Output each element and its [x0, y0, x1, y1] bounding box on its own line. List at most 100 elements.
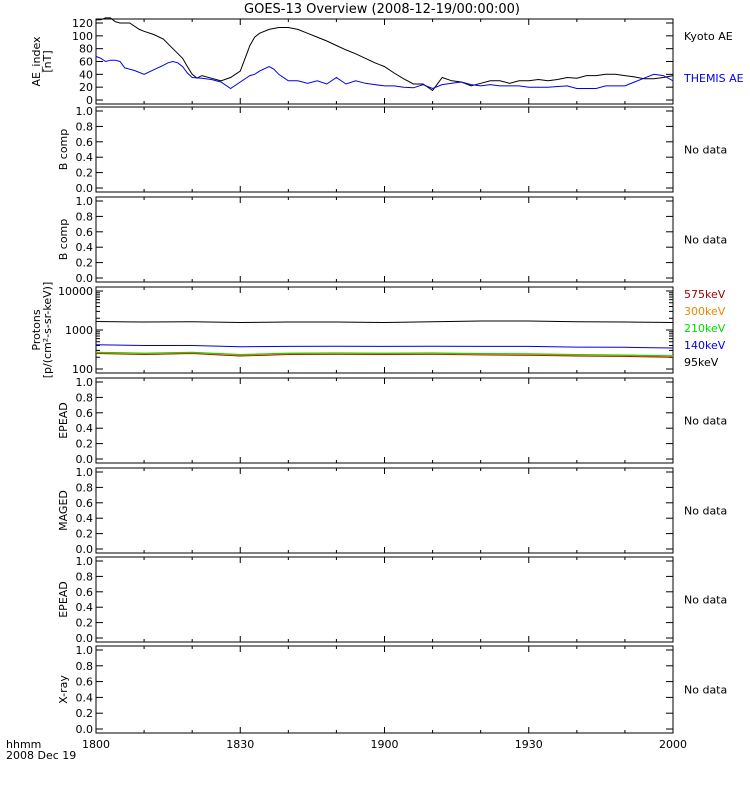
panel-frame: [95, 467, 674, 554]
x-axis: 1800 1830 1900 1930 2000: [82, 738, 687, 751]
y-tick-label: 0.4: [76, 691, 94, 704]
legend-575kev: 575keV: [684, 288, 726, 301]
y-axis-label: AE_index: [30, 36, 43, 87]
series-line-300kev: [95, 352, 674, 357]
y-tick-label: 1000: [65, 324, 93, 337]
y-tick-label: 0.8: [76, 210, 94, 223]
y-axis-label: [p/(cm²-s-sr-keV)]: [41, 282, 54, 379]
y-tick-label: 0.6: [76, 226, 94, 239]
y-tick-label: 80: [79, 43, 93, 56]
y-tick-label: 0.2: [76, 528, 94, 541]
y-tick-label: 60: [79, 56, 93, 69]
legend-95kev: 95keV: [684, 356, 719, 369]
y-tick-label: 1.0: [76, 105, 94, 118]
panel-frame: [95, 556, 674, 643]
y-tick-label: 0.8: [76, 120, 94, 133]
no-data-label: No data: [684, 234, 727, 247]
legend-300kev: 300keV: [684, 305, 726, 318]
y-axis-label: B comp: [57, 219, 70, 261]
legend-kyoto-ae: Kyoto AE: [684, 30, 733, 43]
panel-frame: [95, 377, 674, 464]
panel-xray: 0.0 0.2 0.4 0.6 0.8 1.0 X-ray No data: [57, 644, 727, 736]
footer-date: 2008 Dec 19: [6, 749, 76, 762]
y-axis-label: Protons: [30, 309, 43, 350]
y-tick-label: 0: [86, 94, 93, 107]
no-data-label: No data: [684, 684, 727, 697]
footer-time-format: hhmm: [6, 738, 41, 751]
y-tick-label: 100: [72, 363, 93, 376]
y-tick-label: 20: [79, 81, 93, 94]
x-tick-label: 1830: [226, 738, 254, 751]
y-tick-label: 0.6: [76, 497, 94, 510]
y-tick-label: 0.2: [76, 707, 94, 720]
y-tick-label: 0.8: [76, 570, 94, 583]
y-axis-label: B comp: [57, 129, 70, 171]
y-tick-label: 0.2: [76, 438, 94, 451]
y-tick-label: 1.0: [76, 195, 94, 208]
panel-epead2: 0.0 0.2 0.4 0.6 0.8 1.0 EPEAD No data: [57, 555, 727, 645]
series-line-210kev: [95, 351, 674, 357]
panel-frame: [95, 196, 674, 283]
x-tick-label: 2000: [659, 738, 687, 751]
y-tick-label: 0.8: [76, 481, 94, 494]
y-tick-label: 0.4: [76, 151, 94, 164]
no-data-label: No data: [684, 505, 727, 518]
y-tick-label: 120: [72, 17, 93, 30]
y-axis-label: EPEAD: [57, 402, 70, 439]
y-tick-label: 0.6: [76, 586, 94, 599]
legend-themis-ae: THEMIS AE: [683, 72, 744, 85]
y-tick-label: 1.0: [76, 466, 94, 479]
panel-bcomp1: 0.0 0.2 0.4 0.6 0.8 1.0 B comp No data: [57, 105, 727, 195]
y-tick-label: 0.0: [76, 453, 94, 466]
y-tick-label: 0.0: [76, 632, 94, 645]
y-tick-label: 0.6: [76, 407, 94, 420]
x-tick-label: 1900: [371, 738, 399, 751]
y-tick-label: 0.4: [76, 601, 94, 614]
y-axis-label: [nT]: [41, 50, 54, 72]
panel-bcomp2: 0.0 0.2 0.4 0.6 0.8 1.0 B comp No data: [57, 195, 727, 285]
y-tick-label: 0.6: [76, 676, 94, 689]
panel-protons: 100 1000 10000 Protons[p/(cm²-s-sr-keV)] 575…: [30, 282, 726, 379]
y-tick-label: 0.4: [76, 512, 94, 525]
series-line-themis-ae: [95, 55, 674, 90]
y-tick-label: 0.0: [76, 543, 94, 556]
y-axis-label: EPEAD: [57, 581, 70, 618]
no-data-label: No data: [684, 144, 727, 157]
x-tick-label: 1800: [82, 738, 110, 751]
series-line-575kev: [95, 352, 674, 358]
y-tick-label: 0.8: [76, 391, 94, 404]
panel-epead1: 0.0 0.2 0.4 0.6 0.8 1.0 EPEAD No data: [57, 376, 727, 466]
legend-210kev: 210keV: [684, 322, 726, 335]
y-tick-label: 100: [72, 30, 93, 43]
panel-frame: [95, 645, 674, 734]
y-tick-label: 0.0: [76, 182, 94, 195]
y-tick-label: 1.0: [76, 644, 94, 657]
y-tick-label: 10000: [58, 285, 93, 298]
y-axis-label: MAGED: [57, 490, 70, 531]
panel-frame: [95, 18, 674, 105]
y-tick-label: 0.4: [76, 241, 94, 254]
y-tick-label: 0.2: [76, 167, 94, 180]
y-tick-label: 0.6: [76, 136, 94, 149]
y-tick-label: 0.2: [76, 257, 94, 270]
panel-frame: [95, 106, 674, 193]
y-tick-label: 1.0: [76, 555, 94, 568]
series-line-140kev: [95, 344, 674, 349]
panel-maged: 0.0 0.2 0.4 0.6 0.8 1.0 MAGED No data: [57, 466, 727, 556]
series-line-kyoto-ae: [96, 17, 674, 92]
y-tick-label: 0.4: [76, 422, 94, 435]
panel-frame: [95, 286, 674, 374]
y-tick-label: 0.8: [76, 660, 94, 673]
y-axis-label: X-ray: [57, 675, 70, 704]
y-tick-label: 0.0: [76, 723, 94, 736]
legend-140kev: 140keV: [684, 339, 726, 352]
figure-title: GOES-13 Overview (2008-12-19/00:00:00): [244, 2, 520, 17]
no-data-label: No data: [684, 415, 727, 428]
series-line-95kev: [95, 320, 674, 324]
no-data-label: No data: [684, 594, 727, 607]
x-tick-label: 1930: [515, 738, 543, 751]
y-tick-label: 0.0: [76, 272, 94, 285]
